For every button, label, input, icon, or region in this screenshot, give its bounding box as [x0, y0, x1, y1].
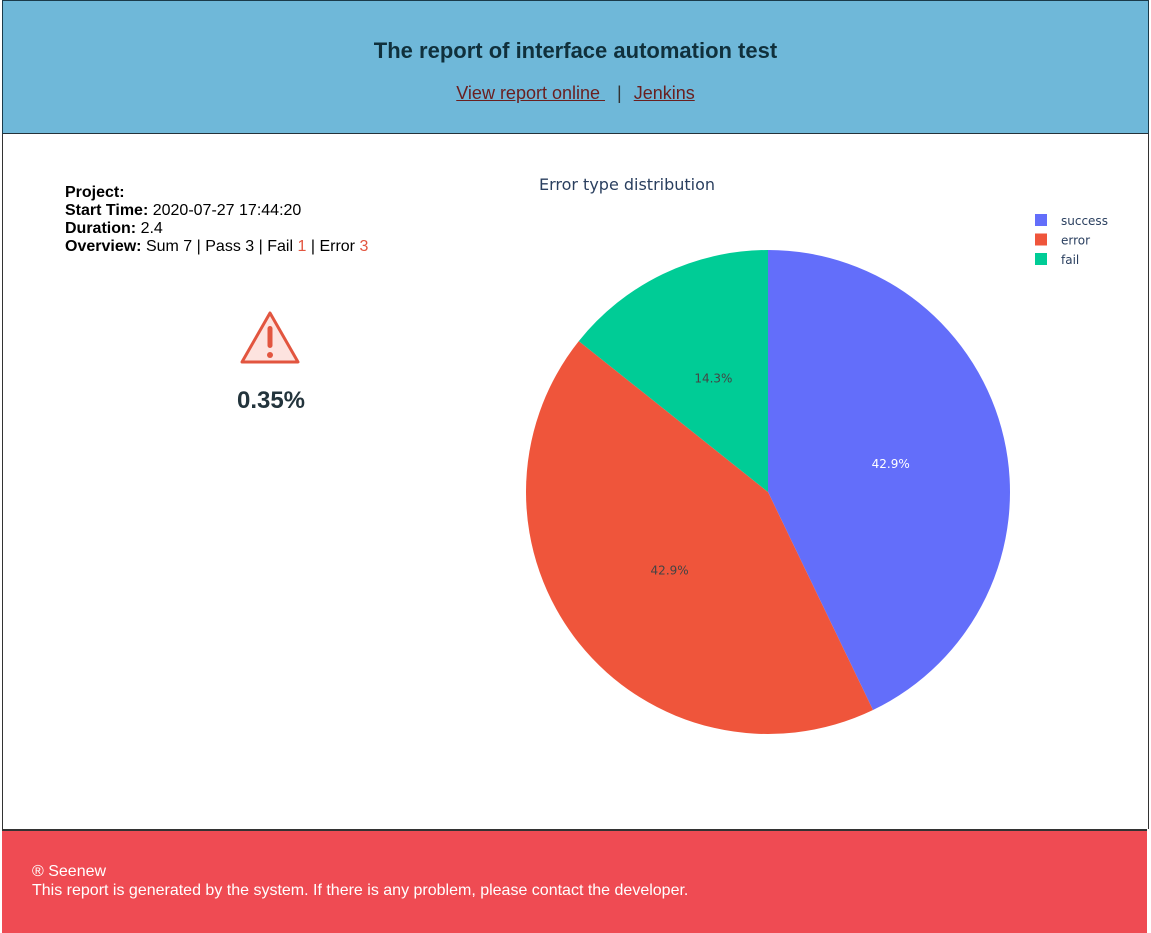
report-body: Project: Start Time: 2020-07-27 17:44:20… — [2, 134, 1149, 829]
link-separator: | — [617, 83, 622, 103]
legend-label-success[interactable]: success — [1061, 214, 1108, 228]
legend-swatch-fail[interactable] — [1035, 253, 1047, 265]
legend-label-fail[interactable]: fail — [1061, 253, 1079, 267]
report-header: The report of interface automation test … — [2, 0, 1149, 135]
overview-divider: | — [258, 238, 263, 255]
error-count: 3 — [359, 238, 369, 255]
page-title: The report of interface automation test — [373, 38, 778, 63]
pie-slice-success[interactable] — [768, 250, 1010, 711]
warning-icon — [240, 311, 300, 364]
legend-swatch-success[interactable] — [1035, 214, 1047, 226]
start-time-value: 2020-07-27 17:44:20 — [152, 202, 302, 219]
pie-label-fail: 14.3% — [694, 372, 732, 386]
duration-row: Duration: 2.4 — [65, 220, 368, 238]
start-time-label: Start Time: — [65, 202, 149, 219]
error-text: Error — [319, 238, 355, 255]
pass-text: Pass 3 — [205, 238, 255, 255]
footer-note: This report is generated by the system. … — [32, 882, 689, 899]
pie-slices: 42.9% 42.9% 14.3% — [526, 250, 1010, 735]
duration-label: Duration: — [65, 220, 137, 237]
chart-title: Error type distribution — [539, 175, 715, 194]
legend-swatch-error[interactable] — [1035, 233, 1047, 246]
overview-label: Overview: — [65, 238, 142, 255]
fail-text: Fail — [267, 238, 294, 255]
project-row: Project: — [65, 184, 368, 202]
sum-text: Sum 7 — [145, 238, 193, 255]
fail-count: 1 — [297, 238, 307, 255]
overview-divider: | — [196, 238, 201, 255]
duration-value: 2.4 — [140, 220, 163, 237]
jenkins-link[interactable]: Jenkins — [633, 83, 695, 103]
footer-brand: ® Seenew — [32, 863, 107, 880]
report-footer: ® Seenew This report is generated by the… — [2, 829, 1147, 933]
pass-rate: 0.35% — [236, 387, 306, 414]
chart-legend[interactable]: success error fail — [1035, 214, 1108, 267]
overview-divider: | — [310, 238, 315, 255]
view-report-online-link[interactable]: View report online — [456, 83, 606, 103]
pie-slice-fail[interactable] — [578, 250, 768, 492]
start-time-row: Start Time: 2020-07-27 17:44:20 — [65, 202, 368, 220]
pie-label-error: 42.9% — [651, 563, 689, 577]
overview-row: Overview: Sum 7 | Pass 3 | Fail 1 | Erro… — [65, 238, 368, 256]
project-label: Project: — [65, 184, 125, 201]
error-distribution-chart: Error type distribution 42.9%42.9%14.3% … — [526, 175, 1108, 735]
legend-label-error[interactable]: error — [1061, 234, 1090, 248]
header-links: View report online | Jenkins — [3, 83, 1148, 104]
pie-label-success: 42.9% — [872, 457, 910, 471]
pie-slice-error[interactable] — [526, 341, 873, 735]
summary-info: Project: Start Time: 2020-07-27 17:44:20… — [65, 184, 368, 256]
